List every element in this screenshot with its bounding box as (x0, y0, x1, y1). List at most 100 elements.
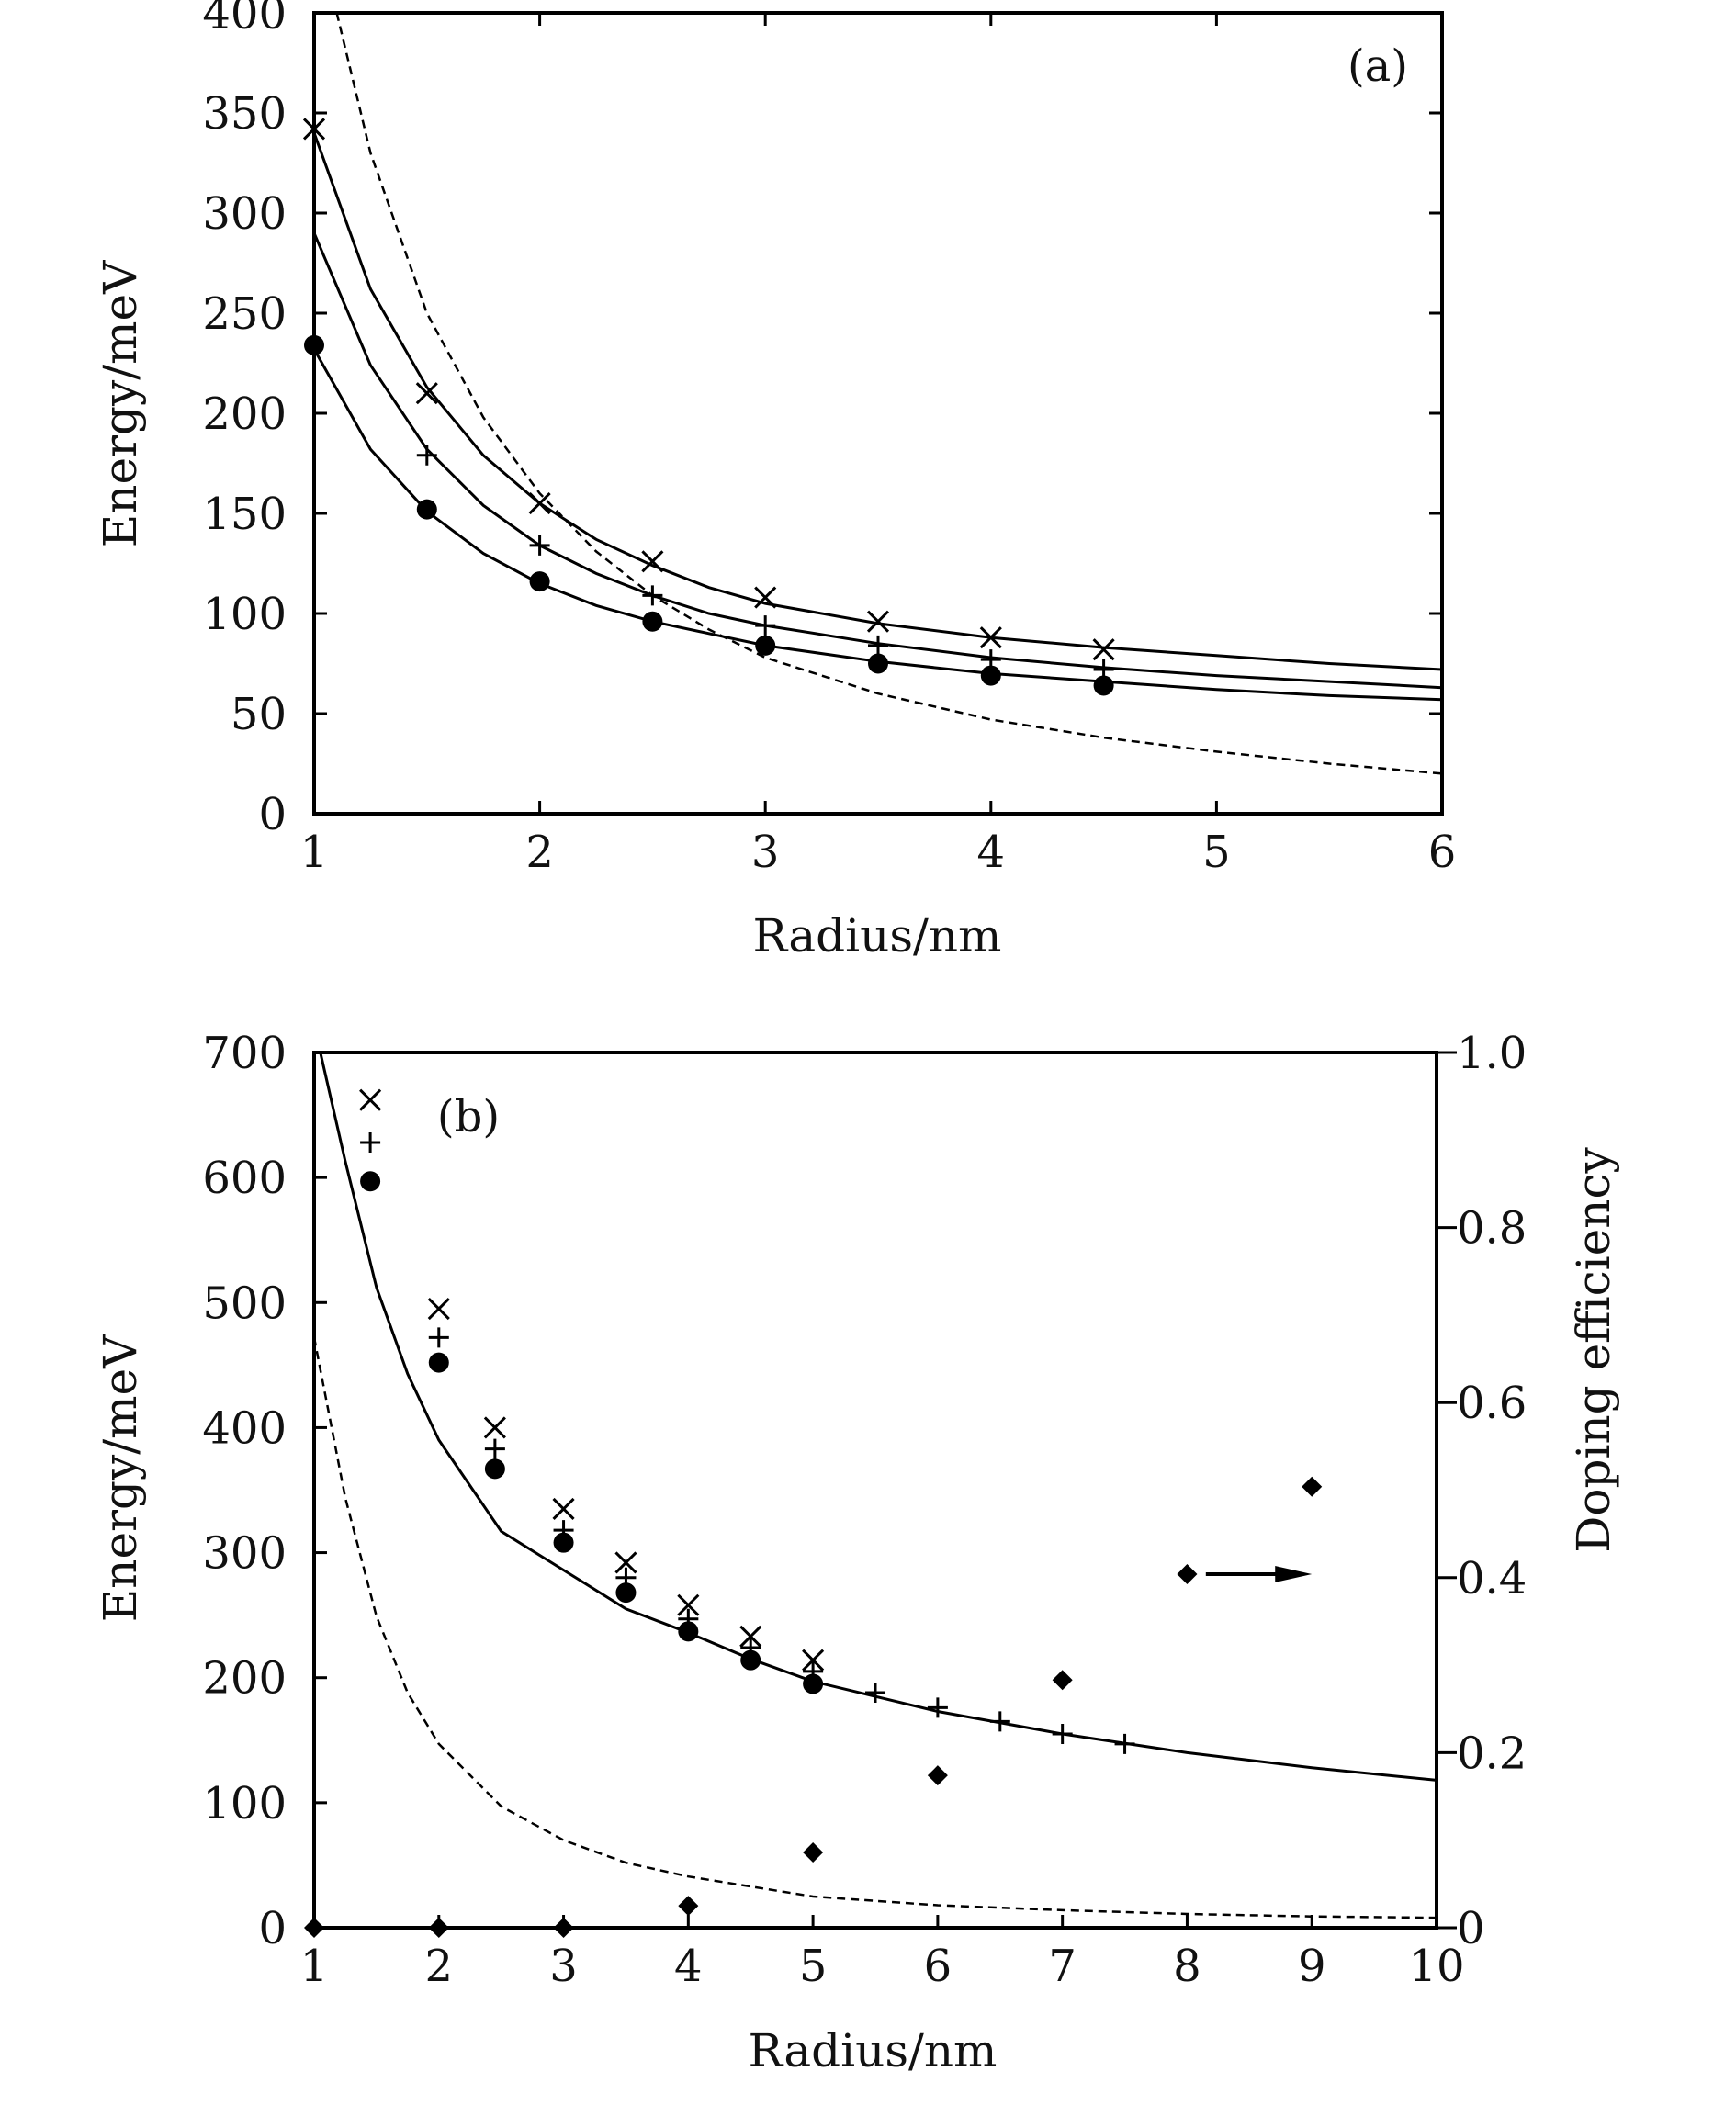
panel-b-y-tick-label: 600 (202, 1153, 287, 1204)
panel-b-diamond-point (1177, 1563, 1198, 1584)
panel-b-dot-point (428, 1352, 449, 1373)
panel-b-plus-point (989, 1711, 1010, 1732)
panel-b-x-tick-label: 8 (1173, 1941, 1201, 1992)
panel-a-y-tick-label: 150 (202, 489, 287, 540)
panel-b-plus-point (927, 1697, 948, 1718)
panel-a-dot-point (642, 611, 663, 632)
panel-a-y-tick-label: 0 (258, 789, 287, 840)
panel-b-dot-point (484, 1458, 505, 1480)
panel-a-plus-point (642, 585, 663, 606)
panel-b-dot-point (740, 1649, 761, 1671)
panel-b-x-axis-label: Radius/nm (749, 2024, 998, 2077)
panel-a-plus-point (529, 535, 550, 556)
panel-a-y-tick-label: 250 (202, 288, 287, 340)
panel-a-plus-point (755, 615, 776, 636)
panel-b-plus-point (484, 1438, 505, 1459)
panel-b-y2-tick-label: 1.0 (1457, 1028, 1527, 1079)
panel-b-x-tick-label: 2 (425, 1941, 454, 1992)
panel-b-y2-tick-label: 0.4 (1457, 1553, 1527, 1604)
panel-a-x-tick-label: 3 (751, 827, 780, 878)
panel-b-y-tick-label: 500 (202, 1278, 287, 1329)
panel-a-x-tick-label: 2 (525, 827, 554, 878)
panel-a-x-tick-label: 4 (977, 827, 1006, 878)
panel-b-x-point (614, 1551, 637, 1574)
panel-b-x-tick-label: 9 (1298, 1941, 1326, 1992)
panel-b-chart: 1 2 3 4 5 6 7 8 9 10010020030040050060070000.20.4… (94, 1028, 1620, 2077)
panel-b-y-tick-label: 200 (202, 1653, 287, 1705)
panel-b-x-tick-label: 1 (300, 1941, 329, 1992)
panel-b-y2-tick-label: 0 (1457, 1903, 1485, 1954)
panel-a-curve-4 (312, 232, 1443, 690)
panel-b-y-tick-label: 300 (202, 1528, 287, 1580)
panel-a-dot-point (1093, 675, 1114, 696)
panel-a-curve-6 (335, 12, 1443, 775)
panel-a-dot-point (416, 499, 437, 520)
panel-b-y-tick-label: 0 (258, 1903, 287, 1954)
panel-a-x-tick-label: 6 (1428, 827, 1457, 878)
panel-b-dot-point (615, 1582, 637, 1604)
panel-a-y-axis-label: Energy/meV (94, 260, 147, 547)
panel-a-ticks: 1 2 3 4 5 6 0 50 100 150 200 250 300 350 400 (202, 0, 1456, 878)
panel-a-x-point (528, 492, 551, 515)
panel-a-x-point (641, 550, 664, 573)
panel-b-x-tick-label: 5 (799, 1941, 828, 1992)
panel-b-x-tick-label: 3 (549, 1941, 578, 1992)
panel-a-plus-point (868, 635, 888, 656)
panel-a-dot-point (868, 653, 888, 674)
panel-a-curves (312, 12, 1443, 775)
panel-a-x-point (1092, 638, 1115, 661)
panel-b-x-tick-label: 6 (924, 1941, 953, 1992)
panel-b-markers (304, 1088, 1323, 1938)
panel-b-plus-point (1052, 1723, 1073, 1744)
panel-a-dot-point (980, 665, 1001, 686)
panel-a-curve-5 (312, 348, 1443, 702)
panel-b-plus-point (360, 1132, 381, 1154)
panel-b-y-axis-label: Energy/meV (94, 1334, 147, 1622)
panel-b-diamond-point (1052, 1670, 1073, 1691)
panel-b-dot-point (553, 1532, 574, 1553)
panel-b-x-point (359, 1088, 382, 1111)
panel-a-curve-3 (312, 132, 1443, 671)
panel-a-x-point (979, 626, 1002, 649)
panel-b-diamond-point (803, 1842, 824, 1863)
panel-b-y2-tick-label: 0.2 (1457, 1728, 1527, 1779)
panel-a-dot-point (529, 571, 550, 592)
panel-a-y-tick-label: 350 (202, 88, 287, 140)
panel-b-curve-5 (312, 1337, 1437, 1919)
panel-b-y2-tick-label: 0.8 (1457, 1203, 1527, 1255)
panel-b-plus-point (865, 1683, 885, 1704)
panel-b-y-tick-label: 700 (202, 1028, 287, 1079)
panel-b-x-point (483, 1416, 506, 1439)
panel-a-x-point (754, 586, 777, 609)
panel-b-dot-point (803, 1673, 824, 1694)
panel-b-plot-frame (312, 1051, 1438, 1930)
panel-b-diamond-point (1302, 1476, 1323, 1497)
panel-a-y-tick-label: 400 (202, 0, 287, 39)
panel-b-x-point (802, 1649, 825, 1672)
panel-a-x-point (866, 610, 890, 633)
panel-b-dot-point (678, 1621, 699, 1642)
panel-b-curves (312, 1052, 1437, 1919)
panel-b-y2-tick-label: 0.6 (1457, 1378, 1527, 1429)
panel-a-y-tick-label: 50 (231, 689, 287, 740)
panel-b-curve-4 (319, 1052, 1437, 1782)
panel-b-y-tick-label: 100 (202, 1778, 287, 1829)
panel-a-y-tick-label: 100 (202, 589, 287, 640)
panel-b-x-point (552, 1497, 575, 1520)
panel-a-plus-point (416, 445, 437, 466)
panel-a-label: (a) (1347, 40, 1408, 92)
panel-b-x-point (677, 1593, 700, 1616)
panel-b-x-tick-label: 10 (1408, 1941, 1464, 1992)
panel-a-y-tick-label: 300 (202, 188, 287, 240)
panel-b-x-point (739, 1625, 762, 1648)
panel-a-x-axis-label: Radius/nm (753, 909, 1002, 962)
panel-b-y-tick-label: 400 (202, 1402, 287, 1454)
panel-a-markers (302, 118, 1115, 696)
panel-a-dot-point (755, 635, 776, 656)
panel-b-x-tick-label: 7 (1048, 1941, 1077, 1992)
panel-a-x-point (415, 382, 438, 405)
panel-b-x-tick-label: 4 (674, 1941, 703, 1992)
panel-b-dot-point (360, 1171, 381, 1192)
panel-b-right-axis-label: Doping efficiency (1567, 1147, 1620, 1553)
